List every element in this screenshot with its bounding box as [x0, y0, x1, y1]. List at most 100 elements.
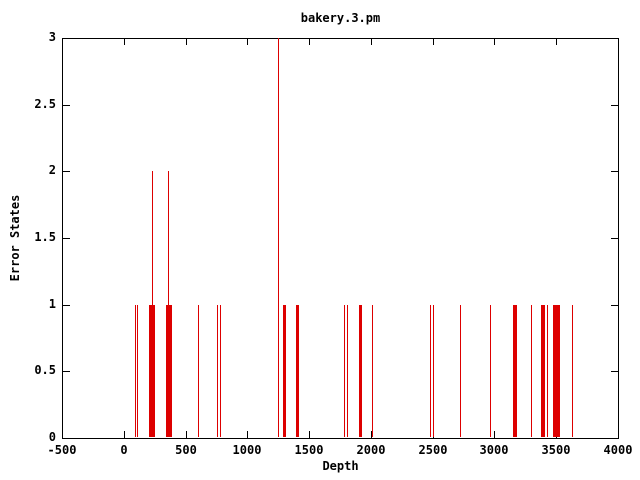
- x-tick-mark-top: [618, 38, 619, 45]
- impulse-bar: [490, 304, 492, 437]
- impulse-bar: [553, 304, 555, 437]
- impulse-bar: [540, 304, 542, 437]
- impulse-bar: [137, 304, 139, 437]
- y-tick-mark: [63, 305, 70, 306]
- impulse-bar: [153, 304, 155, 437]
- impulse-bar: [216, 304, 218, 437]
- y-tick-label: 2.5: [34, 97, 56, 111]
- y-tick-mark-right: [611, 438, 618, 439]
- x-tick-label: 1500: [294, 443, 324, 457]
- x-tick-mark-top: [494, 38, 495, 45]
- impulse-bar: [544, 304, 546, 437]
- impulse-bar: [359, 304, 361, 437]
- impulse-bar: [572, 304, 574, 437]
- impulse-bar: [283, 304, 285, 437]
- impulse-bar: [282, 304, 284, 437]
- y-tick-mark: [63, 371, 70, 372]
- y-tick-label: 1: [48, 297, 56, 311]
- impulse-bar: [150, 304, 152, 437]
- x-tick-label: 500: [175, 443, 197, 457]
- y-tick-mark: [63, 105, 70, 106]
- x-tick-mark: [618, 431, 619, 438]
- x-tick-mark-top: [371, 38, 372, 45]
- impulse-bar: [151, 304, 153, 437]
- plot-area: [62, 38, 619, 439]
- impulse-bar: [541, 304, 543, 437]
- impulse-bar: [460, 304, 462, 437]
- y-tick-mark: [63, 171, 70, 172]
- impulse-bar: [360, 304, 362, 437]
- impulse-bar: [169, 304, 171, 437]
- x-tick-mark: [124, 431, 125, 438]
- x-tick-label: 2000: [356, 443, 386, 457]
- x-tick-label: 2500: [418, 443, 448, 457]
- impulse-bar: [514, 304, 516, 437]
- x-tick-mark-top: [309, 38, 310, 45]
- y-tick-label: 3: [48, 30, 56, 44]
- impulse-bar: [555, 304, 557, 437]
- impulse-bar: [284, 304, 286, 437]
- y-tick-mark-right: [611, 171, 618, 172]
- y-tick-label: 2: [48, 163, 56, 177]
- impulse-bar: [557, 304, 559, 437]
- x-tick-mark-top: [62, 38, 63, 45]
- y-tick-label: 1.5: [34, 230, 56, 244]
- impulse-bar: [149, 304, 151, 437]
- impulse-bar: [166, 304, 168, 437]
- x-tick-mark: [186, 431, 187, 438]
- impulse-bar: [361, 304, 363, 437]
- impulse-bar: [558, 304, 560, 437]
- y-tick-mark-right: [611, 38, 618, 39]
- x-tick-label: 1000: [232, 443, 262, 457]
- impulse-bar: [167, 171, 169, 437]
- impulse-bar: [152, 171, 154, 437]
- x-tick-mark: [371, 431, 372, 438]
- impulse-bar: [168, 304, 170, 437]
- x-tick-label: 3500: [541, 443, 571, 457]
- impulse-bar: [346, 304, 348, 437]
- impulse-bar: [154, 304, 156, 437]
- impulse-bar: [296, 304, 298, 437]
- impulse-bar: [219, 304, 221, 437]
- x-tick-mark-top: [247, 38, 248, 45]
- x-tick-mark: [247, 431, 248, 438]
- impulse-bar: [515, 304, 517, 437]
- impulse-bar: [547, 304, 549, 437]
- impulse-bar: [556, 304, 558, 437]
- impulse-bar: [432, 304, 434, 437]
- y-tick-mark: [63, 38, 70, 39]
- x-tick-label: 4000: [603, 443, 633, 457]
- x-tick-label: 3000: [479, 443, 509, 457]
- impulse-bar: [297, 304, 299, 437]
- x-axis-label: Depth: [322, 459, 359, 473]
- impulse-bar: [371, 304, 373, 437]
- y-tick-label: 0: [48, 430, 56, 444]
- x-tick-mark-top: [433, 38, 434, 45]
- impulse-bar: [165, 304, 167, 437]
- y-tick-label: 0.5: [34, 363, 56, 377]
- x-tick-label: 0: [120, 443, 128, 457]
- x-tick-mark: [494, 431, 495, 438]
- impulse-bar: [554, 304, 556, 437]
- y-tick-mark-right: [611, 105, 618, 106]
- impulse-bar: [344, 304, 346, 437]
- impulse-bar: [134, 304, 136, 437]
- impulse-bar: [516, 304, 518, 437]
- impulse-bar: [197, 304, 199, 437]
- impulse-bar: [170, 304, 172, 437]
- impulse-bar: [277, 38, 279, 437]
- x-tick-mark-top: [124, 38, 125, 45]
- impulse-bar: [530, 304, 532, 437]
- x-tick-label: -500: [47, 443, 77, 457]
- y-tick-mark-right: [611, 305, 618, 306]
- impulse-bar: [559, 304, 561, 437]
- x-tick-mark-top: [186, 38, 187, 45]
- impulse-bar: [430, 304, 432, 437]
- impulse-bar: [513, 304, 515, 437]
- y-tick-mark-right: [611, 238, 618, 239]
- x-tick-mark: [62, 431, 63, 438]
- x-tick-mark-top: [556, 38, 557, 45]
- impulse-bar: [295, 304, 297, 437]
- x-tick-mark: [309, 431, 310, 438]
